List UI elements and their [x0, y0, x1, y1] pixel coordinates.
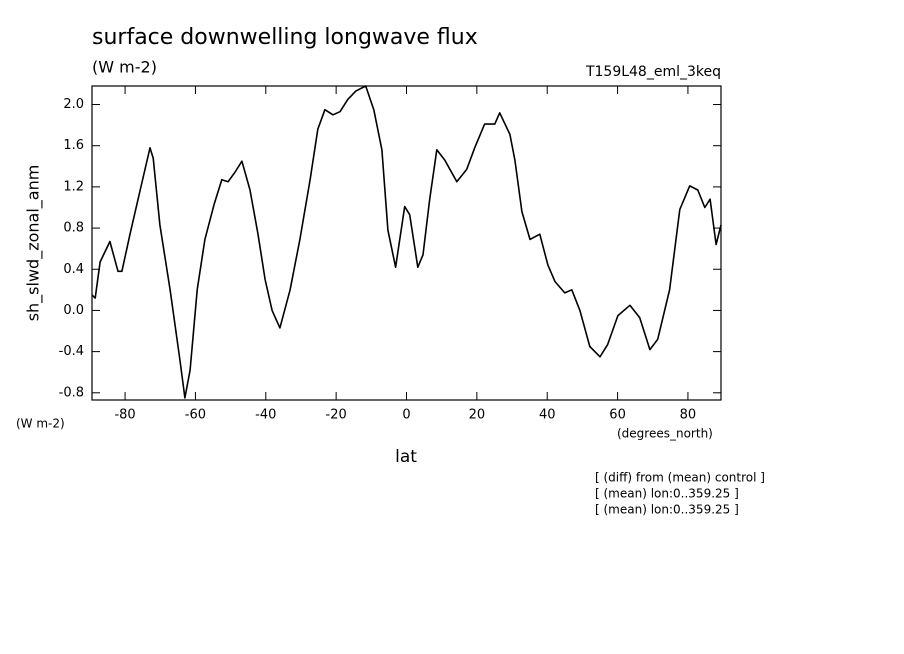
x-tick-label: 60: [609, 408, 626, 423]
y-tick-label: -0.4: [59, 344, 84, 359]
y-units: (W m-2): [16, 417, 65, 431]
x-tick-label: -60: [185, 408, 206, 423]
y-tick-label: 1.6: [63, 138, 84, 153]
x-tick-label: -20: [326, 408, 347, 423]
y-tick-label: 2.0: [63, 97, 84, 112]
x-tick-label: 80: [680, 408, 697, 423]
note: [ (diff) from (mean) control ]: [595, 471, 765, 485]
chart-title: surface downwelling longwave flux: [92, 25, 478, 50]
x-tick-label: -80: [114, 408, 135, 423]
y-tick-label: -0.8: [59, 385, 84, 400]
note: [ (mean) lon:0..359.25 ]: [595, 487, 739, 501]
run-label: T159L48_eml_3keq: [585, 64, 721, 80]
note: [ (mean) lon:0..359.25 ]: [595, 503, 739, 517]
y-axis-label: sh_slwd_zonal_anm: [24, 165, 44, 322]
y-tick-label: 0.0: [63, 303, 84, 318]
x-units: (degrees_north): [617, 427, 713, 441]
x-tick-label: -40: [255, 408, 276, 423]
y-tick-label: 1.2: [63, 179, 84, 194]
data-line: [91, 85, 722, 399]
x-axis-label: lat: [395, 447, 417, 467]
x-tick-label: 20: [469, 408, 486, 423]
chart-subtitle: (W m-2): [92, 58, 157, 77]
x-tick-label: 0: [402, 408, 410, 423]
y-tick-label: 0.8: [63, 221, 84, 236]
y-tick-label: 0.4: [63, 262, 84, 277]
plot-frame: [91, 85, 722, 401]
x-tick-label: 40: [539, 408, 556, 423]
